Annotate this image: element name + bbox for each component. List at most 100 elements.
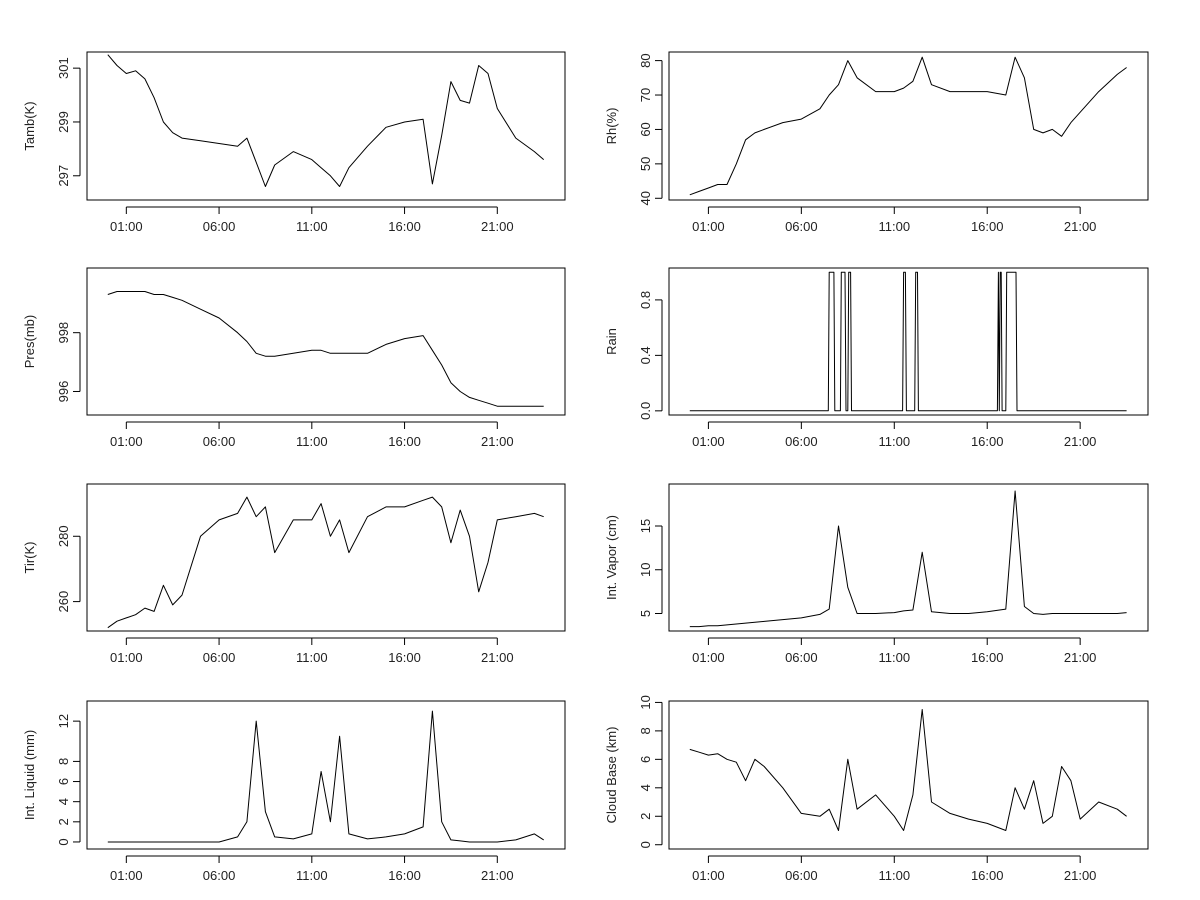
x-tick-label: 21:00 xyxy=(481,219,514,234)
y-tick-label: 8 xyxy=(638,727,653,734)
y-tick-label: 4 xyxy=(638,784,653,791)
y-tick-label: 70 xyxy=(638,88,653,102)
series-line-cloud-base-km xyxy=(689,709,1127,831)
x-tick-label: 06:00 xyxy=(203,650,236,665)
y-tick-label: 5 xyxy=(638,610,653,617)
series-line-tamb-k xyxy=(107,54,545,187)
y-tick-label: 10 xyxy=(638,695,653,709)
y-tick-label: 50 xyxy=(638,157,653,171)
plot-frame xyxy=(668,267,1149,416)
plot-frame xyxy=(668,483,1149,632)
panel-tir-k: 01:00 06:00 11:00 16:00 21:00 260 280 Tir(K) xyxy=(22,483,566,665)
y-axis-label: Tamb(K) xyxy=(22,101,37,150)
y-tick-label: 4 xyxy=(56,798,71,805)
plot-frame xyxy=(668,700,1149,850)
y-tick-label: 80 xyxy=(638,53,653,67)
x-tick-label: 01:00 xyxy=(692,219,725,234)
x-tick-label: 11:00 xyxy=(878,868,910,883)
y-tick-label: 297 xyxy=(56,165,71,187)
x-tick-label: 01:00 xyxy=(692,868,725,883)
y-axis-label: Pres(mb) xyxy=(22,315,37,368)
y-tick-label: 260 xyxy=(56,591,71,613)
plot-frame xyxy=(86,700,566,850)
x-tick-label: 11:00 xyxy=(296,650,328,665)
x-tick-label: 16:00 xyxy=(971,868,1004,883)
panel-cloud-base-km: 01:00 06:00 11:00 16:00 21:00 0 2 4 6 8 10 Cloud Ba… xyxy=(604,695,1149,883)
y-tick-label: 8 xyxy=(56,758,71,765)
x-tick-label: 21:00 xyxy=(1064,219,1097,234)
y-tick-label: 2 xyxy=(56,818,71,825)
y-tick-label: 0.8 xyxy=(638,291,653,309)
x-tick-label: 11:00 xyxy=(878,434,910,449)
x-tick-label: 01:00 xyxy=(110,868,143,883)
x-tick-label: 01:00 xyxy=(110,219,143,234)
panel-int-liquid-mm: 01:00 06:00 11:00 16:00 21:00 0 2 4 6 8 12 Int. Liq… xyxy=(22,700,566,883)
y-tick-label: 6 xyxy=(56,778,71,785)
series-line-pres-mb xyxy=(107,291,544,407)
x-tick-label: 06:00 xyxy=(785,650,818,665)
x-tick-label: 06:00 xyxy=(203,868,236,883)
y-tick-label: 15 xyxy=(638,519,653,533)
x-tick-label: 16:00 xyxy=(971,219,1004,234)
x-tick-label: 01:00 xyxy=(692,650,725,665)
panel-pres-mb: 01:00 06:00 11:00 16:00 21:00 996 998 Pres(mb) xyxy=(22,267,566,449)
y-tick-label: 0 xyxy=(638,841,653,848)
y-axis-label: Rain xyxy=(604,328,619,355)
x-tick-label: 11:00 xyxy=(296,868,328,883)
x-tick-label: 21:00 xyxy=(481,868,514,883)
y-tick-label: 12 xyxy=(56,714,71,728)
series-line-tir-k xyxy=(107,496,544,629)
x-tick-label: 06:00 xyxy=(785,219,818,234)
y-tick-label: 6 xyxy=(638,756,653,763)
series-line-int-liquid-mm xyxy=(107,710,544,843)
x-tick-label: 01:00 xyxy=(692,434,725,449)
y-tick-label: 0.0 xyxy=(638,402,653,420)
y-tick-label: 998 xyxy=(56,322,71,344)
x-tick-label: 21:00 xyxy=(481,434,514,449)
y-tick-label: 10 xyxy=(638,563,653,577)
x-tick-label: 16:00 xyxy=(388,219,421,234)
series-line-rain xyxy=(689,271,1127,412)
x-tick-label: 01:00 xyxy=(110,434,143,449)
y-tick-label: 301 xyxy=(56,57,71,79)
x-tick-label: 11:00 xyxy=(296,434,328,449)
plot-frame xyxy=(86,267,566,416)
y-tick-label: 0 xyxy=(56,838,71,845)
y-axis-label: Int. Liquid (mm) xyxy=(22,730,37,820)
y-axis-label: Int. Vapor (cm) xyxy=(604,515,619,600)
y-axis-label: Tir(K) xyxy=(22,541,37,573)
y-axis-label: Cloud Base (km) xyxy=(604,727,619,824)
y-tick-label: 280 xyxy=(56,525,71,547)
x-tick-label: 16:00 xyxy=(388,650,421,665)
x-tick-label: 21:00 xyxy=(1064,434,1097,449)
y-tick-label: 60 xyxy=(638,122,653,136)
y-tick-label: 996 xyxy=(56,381,71,403)
plot-frame xyxy=(668,51,1149,201)
series-line-rh xyxy=(689,56,1127,196)
plot-frame xyxy=(86,51,566,201)
y-tick-label: 0.4 xyxy=(638,346,653,364)
y-tick-label: 299 xyxy=(56,111,71,133)
x-tick-label: 16:00 xyxy=(388,868,421,883)
plot-frame xyxy=(86,483,566,632)
x-tick-label: 11:00 xyxy=(878,650,910,665)
x-tick-label: 06:00 xyxy=(785,434,818,449)
x-tick-label: 06:00 xyxy=(785,868,818,883)
panel-tamb-k: 01:00 06:00 11:00 16:00 21:00 297 299 301 Tamb(K… xyxy=(22,51,566,234)
panel-rain: 01:00 06:00 11:00 16:00 21:00 0.0 0.4 0.8 Rain xyxy=(604,267,1149,449)
x-tick-label: 11:00 xyxy=(296,219,328,234)
x-tick-label: 16:00 xyxy=(971,434,1004,449)
x-tick-label: 16:00 xyxy=(388,434,421,449)
x-tick-label: 06:00 xyxy=(203,434,236,449)
y-tick-label: 2 xyxy=(638,813,653,820)
x-tick-label: 21:00 xyxy=(481,650,514,665)
panel-rh: 01:00 06:00 11:00 16:00 21:00 40 50 60 70 80 Rh(%) xyxy=(604,51,1149,234)
panel-int-vapor-cm: 01:00 06:00 11:00 16:00 21:00 5 10 15 Int. Vapor… xyxy=(604,483,1149,665)
x-tick-label: 16:00 xyxy=(971,650,1004,665)
x-tick-label: 21:00 xyxy=(1064,868,1097,883)
x-tick-label: 01:00 xyxy=(110,650,143,665)
y-tick-label: 40 xyxy=(638,191,653,205)
y-axis-label: Rh(%) xyxy=(604,108,619,145)
series-line-int-vapor-cm xyxy=(689,490,1127,628)
